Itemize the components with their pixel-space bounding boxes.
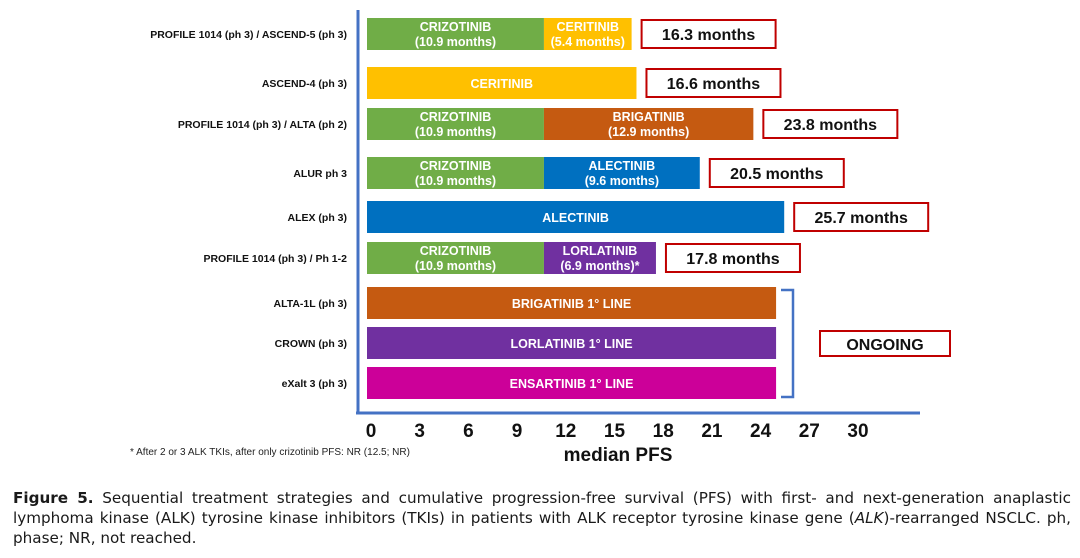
x-tick-label: 27 <box>799 421 820 442</box>
row-label: PROFILE 1014 (ph 3) / ALTA (ph 2) <box>178 119 347 131</box>
total-pfs-label: 23.8 months <box>784 117 877 134</box>
bar-segment-value: (10.9 months) <box>415 174 496 188</box>
row-label: ASCEND-4 (ph 3) <box>262 78 347 90</box>
bar-segment-drug: BRIGATINIB 1° LINE <box>512 297 631 311</box>
row-label: ALTA-1L (ph 3) <box>274 298 348 310</box>
x-tick-label: 12 <box>555 421 576 442</box>
bar-segment <box>367 67 637 99</box>
bar-segment-value: (10.9 months) <box>415 259 496 273</box>
footnote: * After 2 or 3 ALK TKIs, after only criz… <box>130 447 410 458</box>
bar-segment-drug: BRIGATINIB <box>613 110 685 124</box>
bar-segment-drug: CERITINIB <box>557 20 620 34</box>
bar-segment-drug: CRIZOTINIB <box>420 20 492 34</box>
x-tick-label: 15 <box>604 421 626 442</box>
ongoing-label: ONGOING <box>846 337 923 354</box>
total-pfs-label: 20.5 months <box>730 166 823 183</box>
total-pfs-label: 17.8 months <box>686 251 779 268</box>
bar-segment <box>543 108 754 140</box>
x-tick-label: 24 <box>750 421 772 442</box>
x-tick-label: 9 <box>512 421 523 442</box>
total-pfs-box <box>640 19 777 49</box>
bar-segment <box>367 242 544 274</box>
bar-segment-value: (5.4 months) <box>551 35 625 49</box>
total-pfs-label: 16.6 months <box>667 76 760 93</box>
row-label: PROFILE 1014 (ph 3) / ASCEND-5 (ph 3) <box>150 29 347 41</box>
total-pfs-box <box>793 202 930 232</box>
bar-segment-drug: ALECTINIB <box>542 211 609 225</box>
caption-label: Figure 5. <box>13 489 94 507</box>
x-tick-label: 0 <box>366 421 377 442</box>
total-pfs-box <box>762 109 899 139</box>
bar-segment <box>367 287 777 319</box>
figure-caption: Figure 5. Sequential treatment strategie… <box>13 488 1071 548</box>
ongoing-box <box>819 330 951 357</box>
bar-segment <box>367 367 777 399</box>
total-pfs-label: 25.7 months <box>815 210 908 227</box>
x-axis-title: median PFS <box>564 445 673 466</box>
bar-segment <box>367 157 544 189</box>
total-pfs-box <box>708 158 845 188</box>
bar-segment <box>367 108 544 140</box>
bar-segment <box>543 157 700 189</box>
caption-text-1: Sequential treatment strategies and cumu… <box>13 489 1071 527</box>
pfs-chart: PROFILE 1014 (ph 3) / ASCEND-5 (ph 3) CRI… <box>130 10 951 466</box>
row-label: CROWN (ph 3) <box>275 338 347 350</box>
row-label: PROFILE 1014 (ph 3) / Ph 1-2 <box>203 253 347 265</box>
bar-segment <box>543 242 656 274</box>
total-pfs-box <box>664 243 801 273</box>
x-tick-label: 3 <box>414 421 425 442</box>
ongoing-bracket <box>781 288 795 399</box>
bar-segment-drug: CERITINIB <box>470 77 533 91</box>
caption-gene: ALK <box>854 509 884 527</box>
bar-segment-value: (10.9 months) <box>415 125 496 139</box>
bar-segment-value: (12.9 months) <box>608 125 689 139</box>
x-tick-label: 18 <box>653 421 674 442</box>
bar-segment-value: (9.6 months) <box>585 174 659 188</box>
total-pfs-box <box>645 68 782 98</box>
bar-segment-drug: ENSARTINIB 1° LINE <box>510 377 634 391</box>
x-tick-label: 6 <box>463 421 474 442</box>
bar-segment <box>367 18 544 50</box>
caption-text-2: )-rearranged NSCLC. ph, phase; NR, not r… <box>13 509 1071 547</box>
bar-segment <box>367 327 777 359</box>
bar-segment-drug: CRIZOTINIB <box>420 244 492 258</box>
bar-segment <box>543 18 632 50</box>
bar-segment-value: (10.9 months) <box>415 35 496 49</box>
bar-segment-drug: LORLATINIB 1° LINE <box>510 337 632 351</box>
x-tick-label: 30 <box>847 421 868 442</box>
total-pfs-label: 16.3 months <box>662 27 755 44</box>
row-label: eXalt 3 (ph 3) <box>282 378 347 390</box>
row-label: ALUR ph 3 <box>293 168 347 180</box>
bar-segment-drug: ALECTINIB <box>589 159 656 173</box>
bar-segment-drug: LORLATINIB <box>563 244 638 258</box>
bar-segment <box>367 201 785 233</box>
bar-segment-drug: CRIZOTINIB <box>420 110 492 124</box>
bar-segment-drug: CRIZOTINIB <box>420 159 492 173</box>
bar-segment-value: (6.9 months)* <box>560 259 639 273</box>
x-tick-label: 21 <box>701 421 723 442</box>
row-label: ALEX (ph 3) <box>288 212 348 224</box>
